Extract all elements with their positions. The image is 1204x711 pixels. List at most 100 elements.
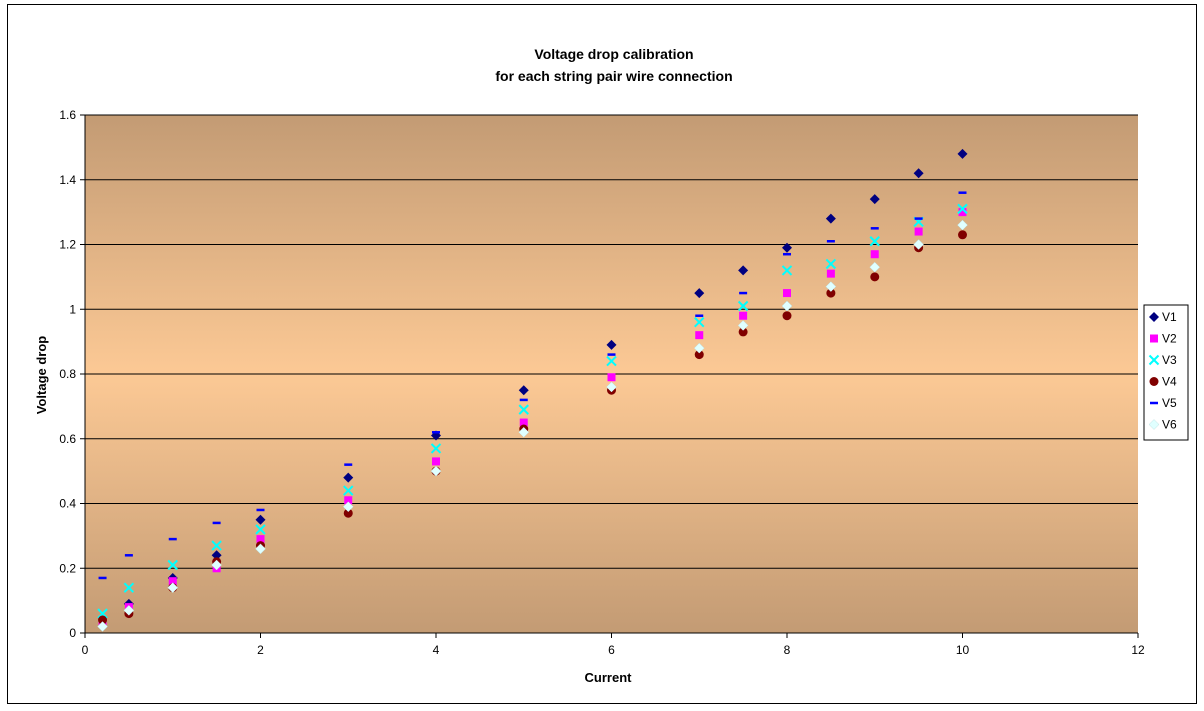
- data-point-v3-stroke: [694, 316, 705, 328]
- data-point-v3: [869, 236, 880, 247]
- data-point-v1: [825, 213, 836, 224]
- data-point-v2: [739, 311, 748, 320]
- legend-marker-v4: [1149, 377, 1159, 386]
- data-point-v3: [97, 608, 108, 619]
- legend-marker-v2: [1150, 334, 1158, 343]
- data-point-v3: [123, 582, 135, 593]
- data-point-v4: [694, 350, 704, 360]
- data-point-v2: [783, 289, 791, 298]
- x-tick-label: 6: [608, 643, 615, 657]
- y-tick-label: 1.6: [59, 108, 76, 122]
- legend: V1 V2 V3 V4 V5 V6: [1143, 304, 1189, 441]
- data-point-v1: [255, 514, 266, 525]
- data-point-v4: [958, 230, 967, 240]
- data-point-v3-stroke: [825, 258, 837, 270]
- data-point-v6: [957, 219, 968, 231]
- data-point-v6: [167, 582, 179, 594]
- legend-label-v5: V5: [1162, 396, 1177, 410]
- data-point-v4: [782, 311, 792, 321]
- series-v5: [98, 191, 967, 580]
- data-point-v2: [870, 250, 879, 259]
- y-tick-label: 0.6: [59, 432, 76, 446]
- data-point-v6: [825, 281, 837, 292]
- data-point-v1: [211, 550, 222, 561]
- data-point-v1: [518, 385, 529, 396]
- data-point-v2: [432, 457, 440, 466]
- data-point-v2: [344, 496, 353, 505]
- data-point-v6: [693, 342, 705, 354]
- legend-marker-v6: [1148, 419, 1160, 430]
- data-point-v6: [606, 381, 617, 393]
- axes: [80, 114, 1139, 638]
- data-point-v3-stroke: [781, 265, 793, 276]
- x-tick-label: 0: [82, 643, 89, 657]
- series-v6: [97, 219, 968, 632]
- data-point-v3-stroke: [737, 300, 749, 312]
- y-tick-label: 0.4: [59, 497, 76, 511]
- x-tick-label: 2: [257, 643, 264, 657]
- y-axis-title: Voltage drop: [34, 336, 49, 415]
- data-point-v1: [606, 339, 617, 350]
- legend-label-v4: V4: [1162, 375, 1177, 389]
- data-point-v3: [343, 485, 354, 496]
- data-point-v6: [430, 465, 442, 477]
- data-point-v6: [913, 239, 924, 250]
- series-v3: [97, 203, 968, 619]
- data-point-v6: [342, 501, 354, 513]
- y-tick-label: 0: [69, 626, 76, 640]
- data-point-v2: [168, 577, 177, 586]
- y-tick-label: 0.8: [59, 367, 76, 381]
- data-point-v4: [738, 327, 748, 337]
- data-point-v3: [211, 540, 222, 551]
- data-point-v3-stroke: [167, 559, 178, 571]
- x-tick-label: 12: [1131, 643, 1145, 657]
- data-point-v3-stroke: [123, 582, 135, 593]
- x-tick-label: 8: [784, 643, 791, 657]
- data-point-v3-stroke: [430, 443, 442, 454]
- data-point-v6: [211, 559, 222, 571]
- y-tick-label: 0.2: [59, 561, 76, 575]
- data-point-v1: [343, 472, 354, 483]
- data-point-v3: [825, 258, 837, 270]
- data-point-v4: [826, 288, 836, 298]
- legend-label-v6: V6: [1162, 418, 1177, 432]
- data-point-v3: [606, 355, 617, 367]
- data-point-v3: [255, 524, 266, 535]
- data-point-v6: [518, 426, 530, 438]
- data-point-v2: [607, 373, 616, 382]
- y-tick-label: 1.2: [59, 238, 76, 252]
- data-point-v3: [694, 316, 705, 328]
- legend-box: [1143, 304, 1189, 441]
- data-point-v6: [781, 300, 793, 312]
- data-point-v3: [167, 559, 178, 571]
- chart-title: Voltage drop calibration: [534, 46, 693, 62]
- data-point-v4: [98, 615, 108, 625]
- data-point-v3: [957, 203, 968, 215]
- data-point-v3-stroke: [606, 355, 617, 367]
- data-point-v1: [913, 168, 924, 179]
- x-tick-label: 4: [433, 643, 440, 657]
- data-point-v2: [256, 535, 265, 544]
- data-point-v1: [694, 288, 705, 299]
- legend-label-v1: V1: [1162, 310, 1177, 324]
- data-point-v6: [97, 621, 108, 632]
- data-point-v6: [123, 604, 135, 616]
- tick-labels: 0 0.2 0.4 0.6 0.8 1 1.2 1.4 1.6 0 2 4 6 8 10 12: [59, 108, 1145, 657]
- data-point-v2: [519, 418, 528, 427]
- legend-label-v2: V2: [1162, 332, 1177, 346]
- y-tick-label: 1.4: [59, 173, 76, 187]
- legend-label-v3: V3: [1162, 353, 1177, 367]
- chart-subtitle: for each string pair wire connection: [495, 68, 732, 84]
- data-point-v2: [958, 208, 967, 217]
- data-point-v6: [737, 320, 749, 331]
- data-point-v4: [870, 272, 880, 282]
- data-point-v2: [914, 227, 923, 236]
- data-points: [97, 148, 968, 632]
- gridlines: [85, 114, 1138, 569]
- data-point-v6: [255, 543, 266, 555]
- data-point-v6: [869, 261, 881, 273]
- legend-marker-v3: [1148, 354, 1160, 366]
- data-point-v3-stroke: [343, 485, 354, 496]
- data-point-v3: [781, 265, 793, 276]
- data-point-v3: [737, 300, 749, 312]
